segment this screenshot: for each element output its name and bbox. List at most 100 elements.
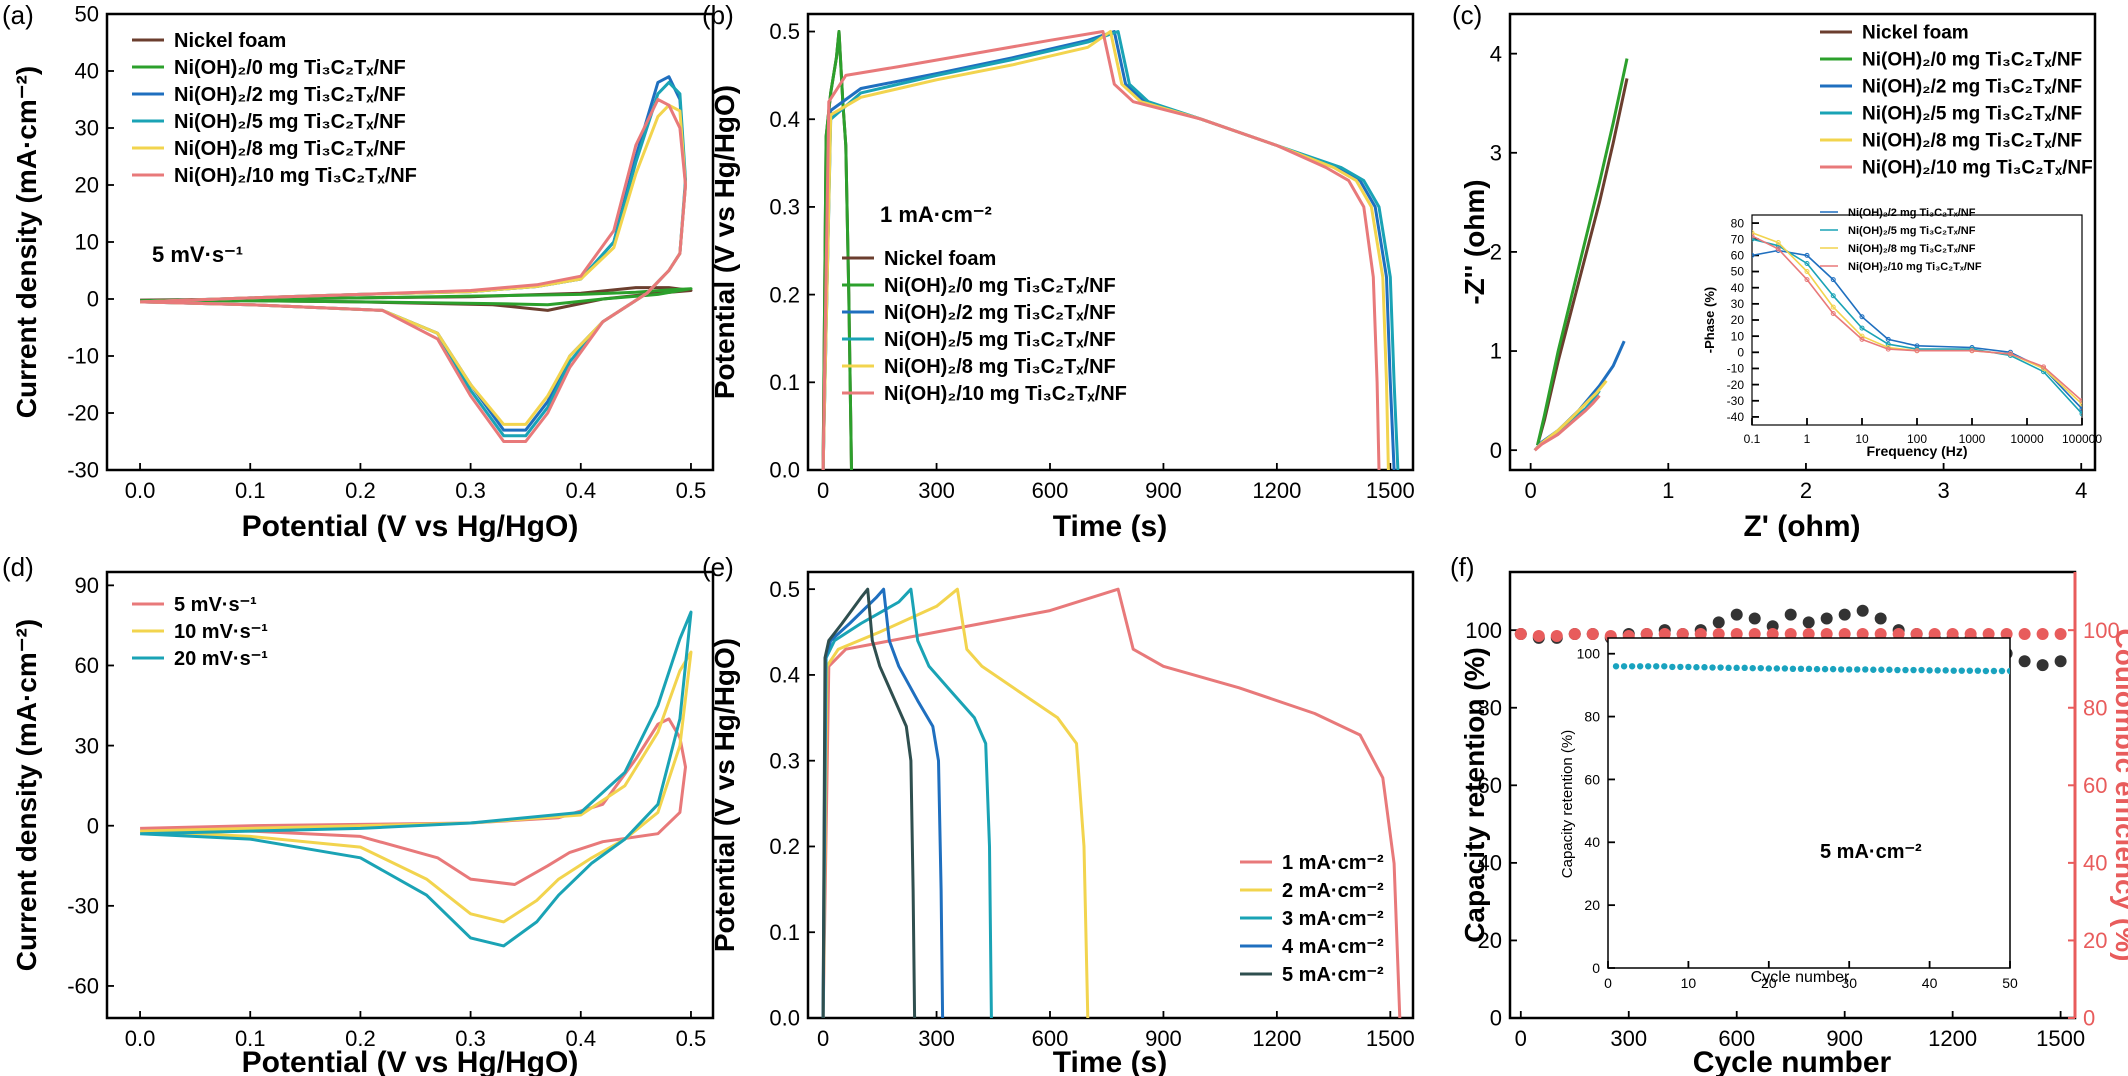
data-point: [1749, 664, 1756, 672]
inset-series-layer: [1752, 230, 2082, 417]
plot-frame: [806, 12, 1415, 472]
data-point: [1802, 616, 1815, 629]
x-tick-label: 1500: [1366, 1026, 1415, 1051]
data-point: [1928, 628, 1941, 641]
legend-item: Ni(OH)₂/10 mg Ti₃C₂Tₓ/NF: [842, 383, 1127, 405]
data-point: [1982, 628, 1995, 641]
y-tick-label: 60: [75, 653, 99, 678]
legend-item: Ni(OH)₂/5 mg Ti₃C₂Tₓ/NF: [132, 111, 406, 133]
data-point: [1830, 304, 1836, 310]
series-line-ni-oh-10-mg-ti-c-t-nf: [140, 98, 687, 443]
data-point: [1712, 628, 1725, 641]
x-tick-label: 600: [1032, 478, 1069, 503]
data-point: [1568, 628, 1581, 641]
data-point: [2041, 364, 2047, 370]
legend-label: 20 mV·s⁻¹: [174, 648, 268, 670]
data-point: [1910, 666, 1917, 674]
legend-label: Ni(OH)₂/10 mg Ti₃C₂Tₓ/NF: [174, 165, 417, 187]
legend-label: 10 mV·s⁻¹: [174, 621, 268, 643]
data-point: [1693, 664, 1700, 671]
legend: Nickel foam Ni(OH)₂/0 mg Ti₃C₂Tₓ/NF Ni(OH)…: [842, 248, 1127, 405]
data-point: [1612, 663, 1620, 670]
legend-label: Ni(OH)₂/2 mg Ti₃C₂Tₓ/NF: [174, 84, 406, 106]
x-tick-label: 2: [1800, 478, 1812, 503]
data-point: [1797, 665, 1805, 672]
y-tick-label: -40: [1727, 410, 1745, 424]
x-tick-label: 600: [1718, 1026, 1755, 1051]
legend-label: Ni(OH)₂/5 mg Ti₃C₂Tₓ/NF: [1848, 225, 1976, 237]
x-tick-label: 0.3: [455, 478, 486, 503]
panel-e: 0 300 600 900 1200 1500 0.0 0.1 0.2 0.3 0.4 0.5 (e…: [702, 552, 1415, 1076]
panel-d: 0.0 0.1 0.2 0.3 0.4 0.5 -60 -30 0 30 60 90 (d) Pot…: [2, 552, 715, 1076]
y-tick-label: 100: [1577, 646, 1601, 662]
legend: 5 mV·s⁻¹ 10 mV·s⁻¹ 20 mV·s⁻¹: [132, 594, 268, 670]
y-tick-label: -10: [1727, 362, 1745, 376]
y-axis-label: Potential (V vs Hg/HgO): [709, 85, 740, 399]
legend-item: 5 mA·cm⁻²: [1240, 964, 1384, 986]
x-tick-label: 1200: [1252, 478, 1301, 503]
y-axis-label: -Z'' (ohm): [1459, 179, 1490, 304]
series-line-ni-oh-10-mg-ti-c-t-nf: [821, 30, 1381, 470]
y-axis-ticks: -60 -30 0 30 60 90: [67, 573, 114, 999]
scan-rate-annotation: 5 mV·s⁻¹: [152, 242, 243, 267]
data-point: [1628, 663, 1636, 670]
x-tick-label: 900: [1826, 1026, 1863, 1051]
legend-label: Ni(OH)₂/2 mg Ti₃C₂Tₓ/NF: [1848, 207, 1976, 219]
x-tick-label: 0.3: [455, 1026, 486, 1051]
data-point: [1701, 664, 1708, 671]
data-point: [1717, 664, 1724, 671]
legend: Nickel foam Ni(OH)₂/0 mg Ti₃C₂Tₓ/NF Ni(OH)…: [132, 30, 417, 187]
panel-label: (c): [1452, 0, 1482, 30]
data-point: [1892, 628, 1905, 641]
x-tick-label: 0: [1515, 1026, 1527, 1051]
legend-item: Ni(OH)₂/0 mg Ti₃C₂Tₓ/NF: [842, 275, 1116, 297]
series-layer: [821, 30, 1400, 470]
legend-item: Ni(OH)₂/8 mg Ti₃C₂Tₓ/NF: [842, 356, 1116, 378]
data-point: [1586, 628, 1599, 641]
data-point: [1878, 666, 1885, 673]
data-point: [1640, 628, 1653, 641]
data-point: [1859, 336, 1865, 342]
series-layer: [1533, 58, 1629, 452]
x-tick-label: 900: [1145, 478, 1182, 503]
y-tick-label: 10: [75, 230, 99, 255]
data-point: [1934, 667, 1941, 674]
y-tick-label: 0.3: [769, 195, 800, 220]
x-tick-label: 300: [1610, 1026, 1647, 1051]
legend-item: 2 mA·cm⁻²: [1240, 880, 1384, 902]
y-tick-label: 60: [1584, 771, 1600, 787]
y-axis-label: Current density (mA·cm⁻²): [11, 66, 42, 418]
series-line-3-ma-cm: [821, 587, 993, 1018]
panel-label: (d): [2, 552, 34, 582]
data-point: [1645, 663, 1652, 670]
plot-frame: [1508, 12, 2097, 472]
data-point: [1677, 663, 1684, 671]
data-point: [1966, 667, 1974, 674]
legend-item: Ni(OH)₂/5 mg Ti₃C₂Tₓ/NF: [842, 329, 1116, 351]
data-point: [1653, 663, 1660, 670]
x-tick-label: 0.5: [676, 478, 707, 503]
data-point: [1902, 666, 1909, 674]
legend-item: Ni(OH)₂/5 mg Ti₃C₂Tₓ/NF: [1820, 104, 2082, 125]
y-axis-ticks: 0.0 0.1 0.2 0.3 0.4 0.5: [769, 19, 815, 483]
y-tick-label: 80: [1478, 695, 1502, 720]
legend-item: Ni(OH)₂/5 mg Ti₃C₂Tₓ/NF: [1820, 225, 1976, 237]
x-axis-ticks: 0 1 2 3 4: [1525, 463, 2087, 503]
inset-y-label: Capacity retention (%): [1559, 730, 1576, 878]
data-point: [1784, 628, 1797, 641]
data-point: [1946, 628, 1959, 641]
x-tick-label: 0.1: [235, 478, 266, 503]
x-axis-label: Z' (ohm): [1743, 510, 1860, 543]
series-layer: [140, 75, 693, 443]
data-point: [1804, 260, 1810, 266]
legend-label: 5 mV·s⁻¹: [174, 594, 257, 616]
y-tick-label: 0.5: [769, 577, 800, 602]
legend-item: Ni(OH)₂/10 mg Ti₃C₂Tₓ/NF: [132, 165, 417, 187]
legend-item: Ni(OH)₂/8 mg Ti₃C₂Tₓ/NF: [132, 138, 406, 160]
x-tick-label: 1000: [1959, 432, 1986, 446]
x-tick-label: 10: [1855, 432, 1869, 446]
data-point: [1821, 665, 1829, 673]
legend-label: Nickel foam: [884, 248, 996, 270]
data-point: [1620, 663, 1628, 670]
data-point: [1856, 628, 1869, 641]
